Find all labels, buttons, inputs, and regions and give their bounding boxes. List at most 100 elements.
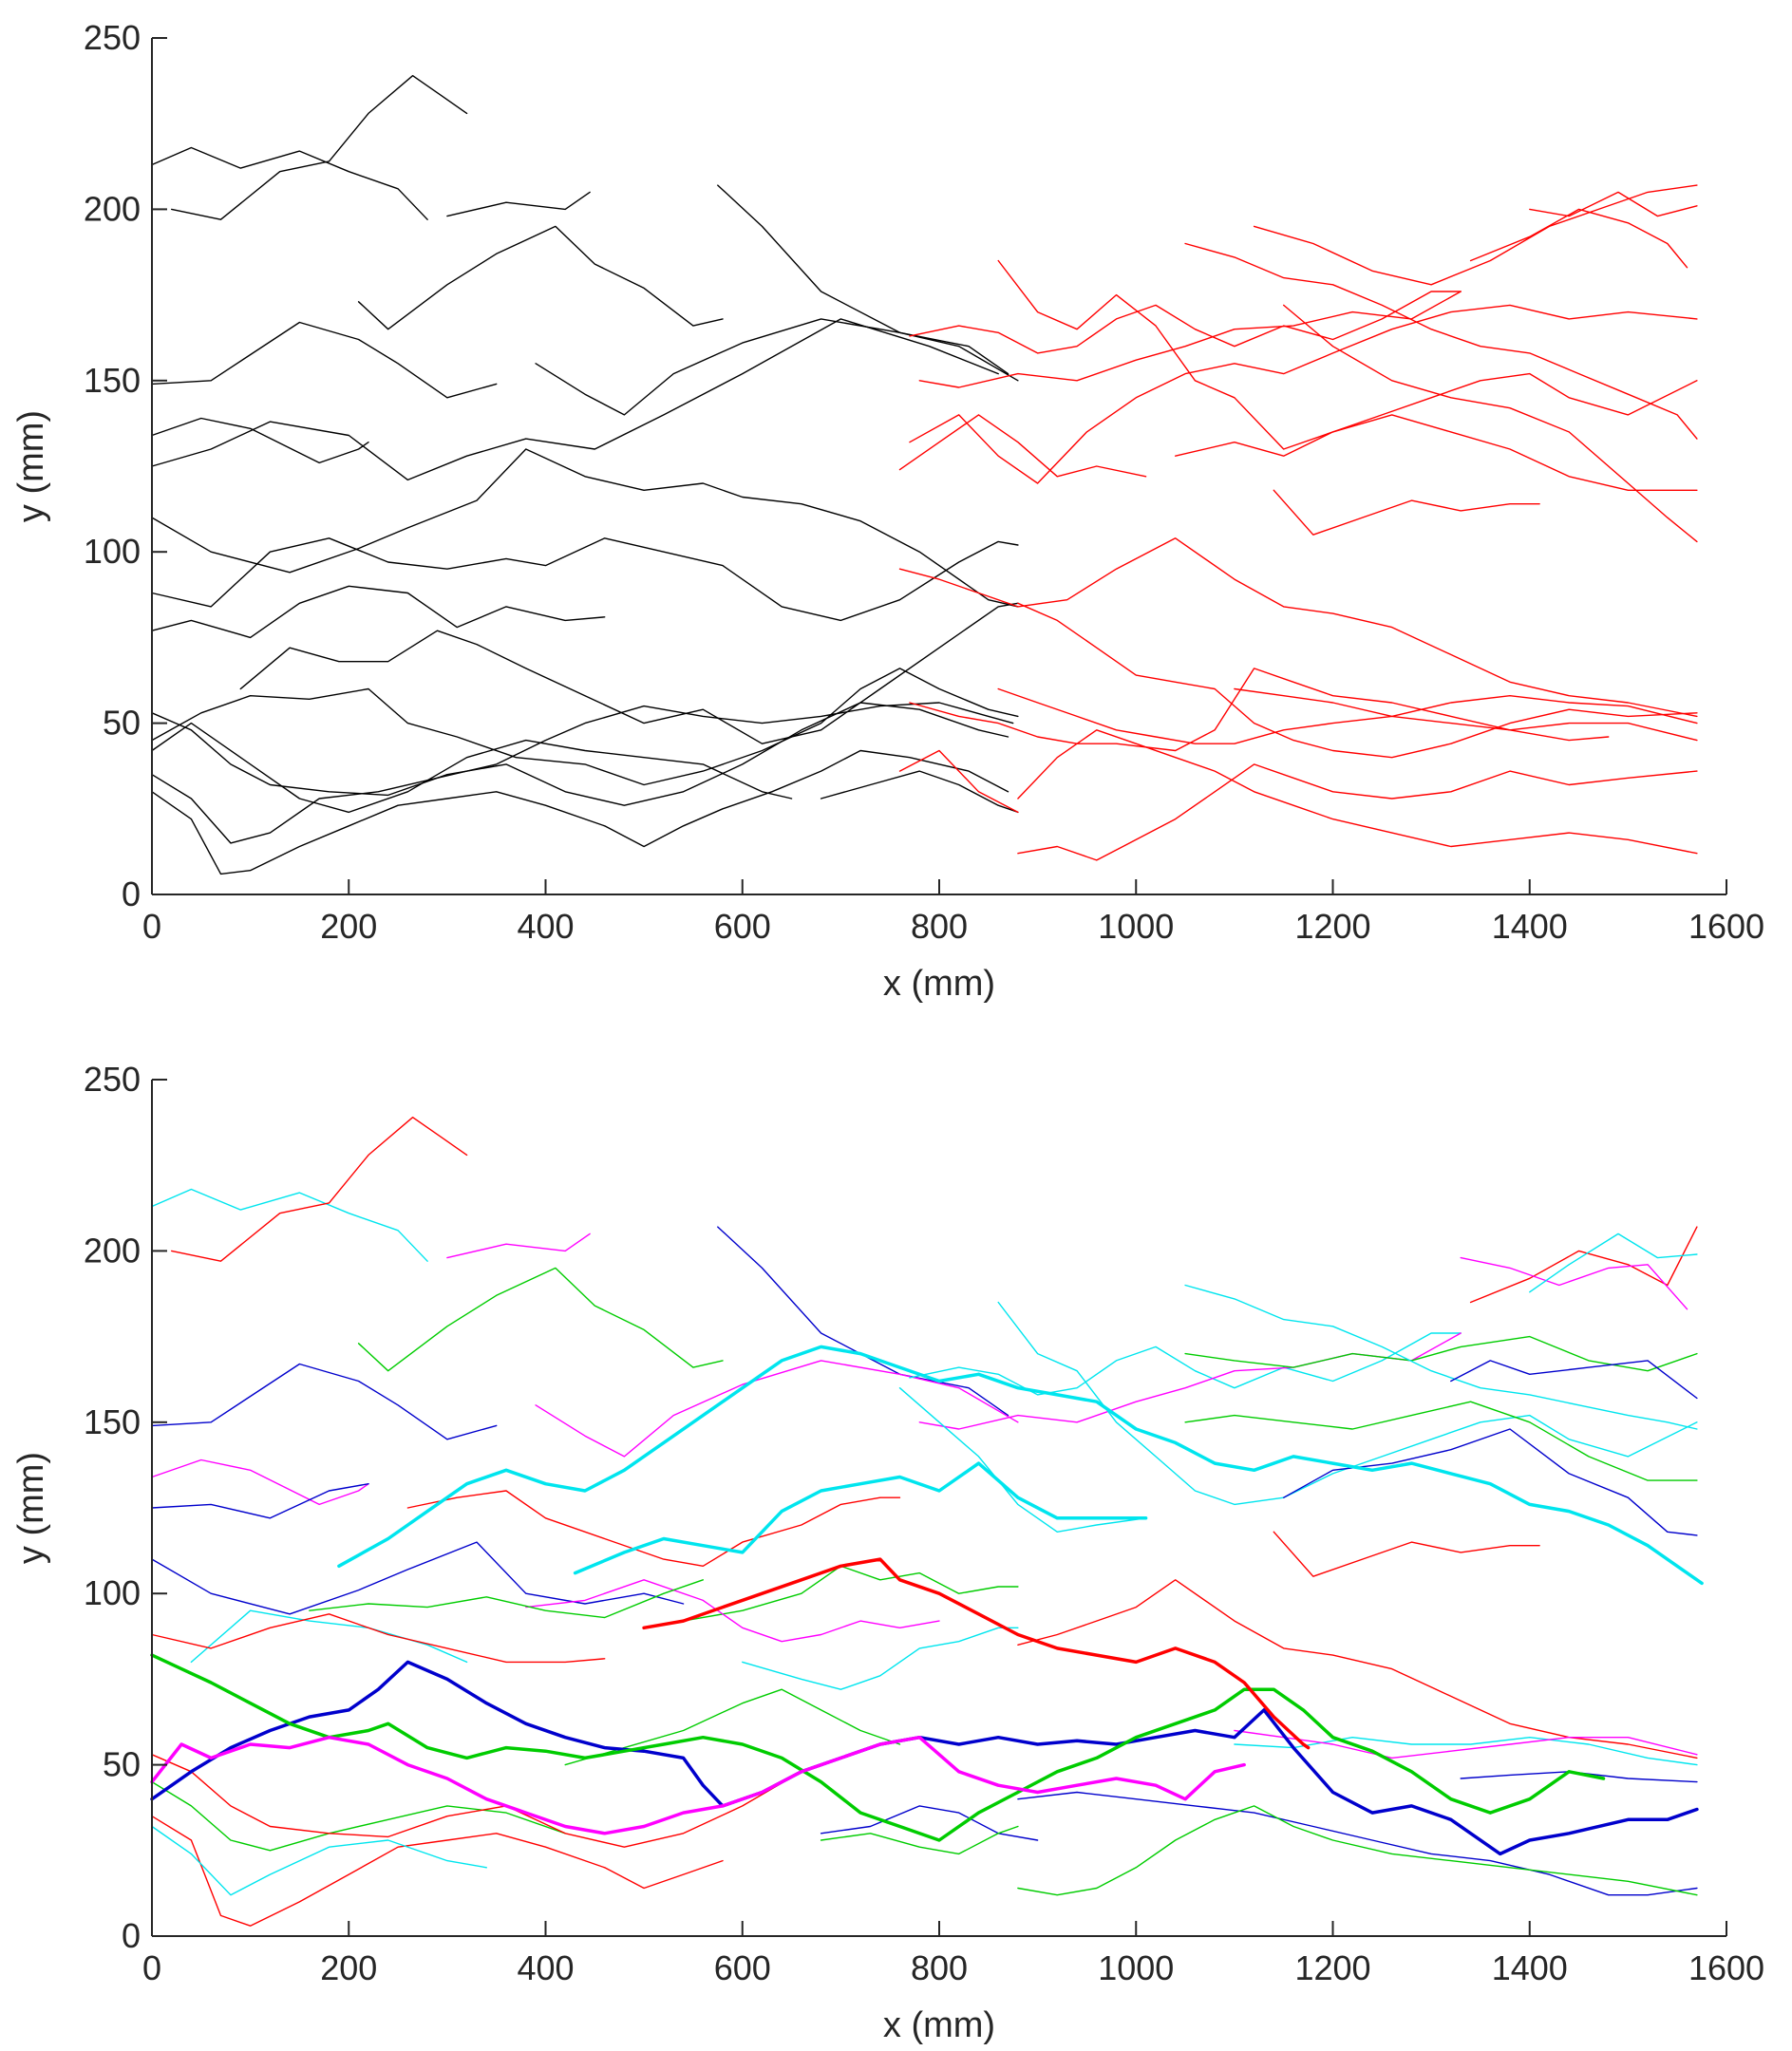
- bottom-trajectory-line: [564, 1688, 901, 1766]
- bottom-trajectory-line: [898, 1387, 1147, 1533]
- bottom-x-tick-label: 400: [517, 1948, 574, 1987]
- bottom-trajectory-line: [150, 1735, 1246, 1835]
- bottom-trajectory-line: [1017, 1579, 1698, 1759]
- bottom-y-tick-label: 150: [84, 1402, 141, 1441]
- bottom-ticks: 0 200 400 600 800 1000 1200 1400 1600 0 50 100 150 20…: [84, 1060, 1764, 1987]
- top-trajectory-line: [1234, 687, 1610, 742]
- top-trajectory-line: [151, 146, 428, 220]
- top-trajectory-line: [918, 291, 1462, 388]
- top-trajectory-line: [535, 318, 1019, 416]
- top-trajectory-line: [357, 225, 724, 330]
- bottom-y-tick-label: 0: [122, 1916, 141, 1955]
- bottom-trajectory-line: [1469, 1226, 1698, 1304]
- top-trajectory-line: [151, 318, 999, 481]
- top-trajectory-line: [171, 75, 468, 220]
- bottom-trajectory-line: [150, 1653, 1606, 1842]
- top-trajectory-line: [909, 668, 1698, 752]
- top-y-tick-label: 250: [84, 18, 141, 57]
- bottom-trajectory-line: [151, 1458, 369, 1506]
- bottom-x-axis-label: x (mm): [883, 2005, 995, 2045]
- top-x-tick-label: 1400: [1492, 907, 1568, 946]
- top-trajectory-line: [151, 668, 1019, 786]
- top-trajectory-line: [1017, 763, 1698, 861]
- top-y-tick-label: 200: [84, 189, 141, 228]
- bottom-trajectory-line: [573, 1461, 1148, 1575]
- top-trajectory-line: [1017, 602, 1698, 759]
- bottom-trajectory-line: [525, 1579, 940, 1643]
- bottom-x-tick-label: 600: [714, 1948, 771, 1987]
- bottom-trajectory-line: [446, 1232, 591, 1259]
- top-trajectory-line: [151, 749, 1009, 875]
- top-trajectory-line: [997, 687, 1698, 744]
- bottom-trajectory-line: [171, 1117, 468, 1262]
- bottom-trajectory-line: [151, 1816, 724, 1927]
- bottom-trajectory-line: [1460, 1256, 1688, 1310]
- bottom-x-tick-label: 1000: [1098, 1948, 1174, 1987]
- bottom-plot-area: [150, 1117, 1704, 1927]
- bottom-trajectory-line: [337, 1345, 1704, 1586]
- top-trajectory-line: [717, 184, 1009, 375]
- bottom-y-tick-label: 100: [84, 1573, 141, 1612]
- bottom-trajectory-line: [909, 1332, 1462, 1396]
- bottom-trajectory-line: [1017, 1805, 1698, 1896]
- bottom-trajectory-line: [1184, 1284, 1698, 1430]
- top-x-tick-label: 200: [320, 907, 377, 946]
- top-x-tick-label: 400: [517, 907, 574, 946]
- top-trajectory-line: [820, 770, 1019, 814]
- top-trajectory-line: [1529, 191, 1698, 217]
- top-x-tick-label: 1000: [1098, 907, 1174, 946]
- top-trajectory-line: [151, 585, 606, 639]
- top-trajectory-line: [239, 602, 1019, 744]
- top-trajectory-line: [1175, 414, 1698, 491]
- bottom-x-tick-label: 1400: [1492, 1948, 1568, 1987]
- bottom-x-tick-label: 200: [320, 1948, 377, 1987]
- top-trajectory-line: [1184, 242, 1698, 440]
- bottom-trajectory-line: [357, 1267, 724, 1372]
- bottom-trajectory-line: [309, 1579, 704, 1619]
- top-x-axis-label: x (mm): [883, 964, 995, 1004]
- bottom-trajectory-line: [151, 1754, 842, 1848]
- top-y-tick-label: 150: [84, 361, 141, 400]
- top-trajectory-line: [1469, 208, 1688, 269]
- bottom-trajectory-line: [1529, 1232, 1698, 1293]
- top-trajectory-line: [1253, 184, 1698, 286]
- bottom-panel: 0 200 400 600 800 1000 1200 1400 1600 0 50 100 150 20…: [11, 1060, 1764, 2045]
- top-x-tick-label: 800: [911, 907, 968, 946]
- top-trajectory-line: [151, 537, 1019, 622]
- bottom-trajectory-line: [190, 1609, 468, 1664]
- top-trajectory-line: [909, 291, 1462, 354]
- bottom-x-tick-label: 1600: [1688, 1948, 1764, 1987]
- bottom-trajectory-line: [151, 1825, 487, 1896]
- bottom-trajectory-line: [1450, 1360, 1698, 1400]
- top-trajectory-line: [151, 722, 793, 814]
- top-trajectory-line: [151, 417, 369, 464]
- top-x-tick-label: 600: [714, 907, 771, 946]
- top-trajectory-line: [898, 749, 1019, 814]
- bottom-trajectory-line: [1184, 1335, 1698, 1372]
- bottom-y-tick-label: 200: [84, 1231, 141, 1270]
- bottom-trajectory-line: [682, 1565, 1019, 1622]
- bottom-trajectory-line: [151, 1363, 498, 1440]
- bottom-trajectory-line: [1273, 1531, 1540, 1577]
- bottom-trajectory-line: [535, 1360, 1019, 1458]
- bottom-x-tick-label: 800: [911, 1948, 968, 1987]
- top-trajectory-line: [898, 537, 1698, 718]
- top-y-axis-label: y (mm): [11, 410, 51, 522]
- top-trajectory-line: [997, 259, 1698, 450]
- bottom-trajectory-line: [151, 1613, 606, 1664]
- bottom-trajectory-line: [406, 1490, 901, 1567]
- bottom-trajectory-line: [151, 1188, 428, 1262]
- top-trajectory-line: [1017, 729, 1698, 855]
- top-trajectory-line: [1273, 489, 1540, 536]
- bottom-x-tick-label: 1200: [1294, 1948, 1370, 1987]
- top-x-tick-label: 1600: [1688, 907, 1764, 946]
- top-y-tick-label: 50: [103, 704, 141, 743]
- top-panel: 0 200 400 600 800 1000 1200 1400 1600 0 50 100 150 20…: [11, 18, 1764, 1004]
- bottom-trajectory-line: [1234, 1737, 1698, 1766]
- bottom-trajectory-line: [1017, 1791, 1698, 1896]
- bottom-trajectory-line: [1184, 1401, 1698, 1481]
- bottom-trajectory-line: [151, 1483, 369, 1519]
- top-trajectory-line: [909, 304, 1698, 484]
- top-x-tick-label: 1200: [1294, 907, 1370, 946]
